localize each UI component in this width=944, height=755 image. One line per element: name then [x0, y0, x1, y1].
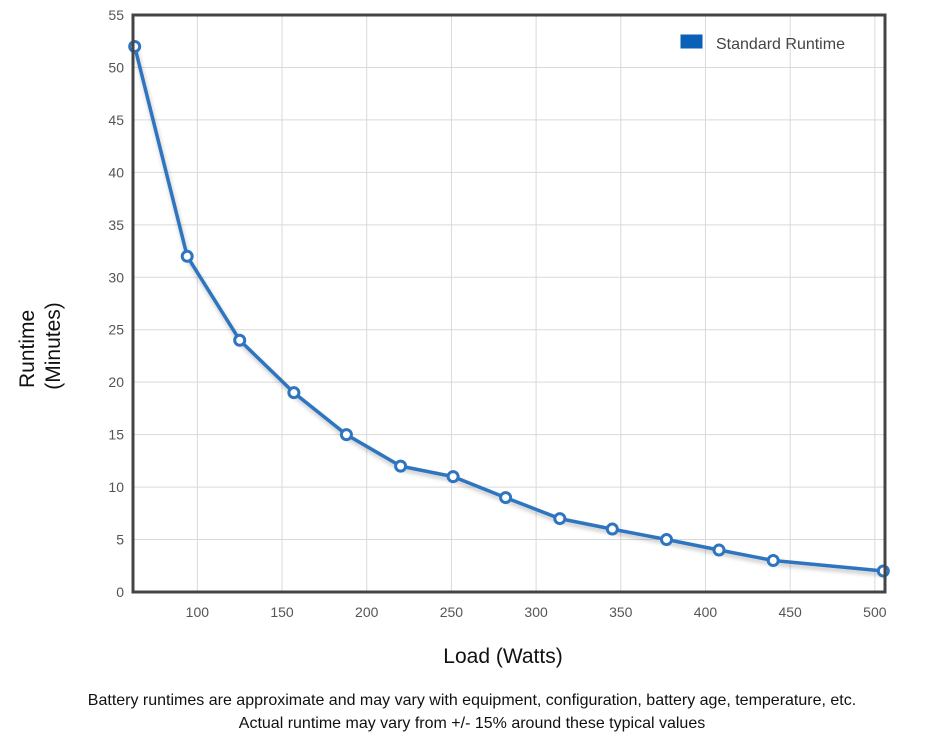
y-tick-label: 5	[116, 532, 124, 548]
x-tick-label: 450	[778, 604, 802, 620]
data-point[interactable]	[128, 39, 142, 53]
y-tick-label: 45	[108, 112, 124, 128]
grid	[133, 15, 885, 592]
plot-frame	[131, 13, 887, 594]
data-point[interactable]	[876, 564, 890, 578]
data-point[interactable]	[766, 554, 780, 568]
x-tick-label: 250	[440, 604, 464, 620]
y-axis-ticks: 0 5 10 15 20 25 30 35 40 45 50 55	[108, 7, 124, 600]
y-axis-title-line2: (Minutes)	[42, 302, 65, 390]
y-tick-label: 20	[108, 374, 124, 390]
legend-label: Standard Runtime	[716, 36, 845, 53]
data-point[interactable]	[339, 428, 353, 442]
y-tick-label: 0	[116, 584, 124, 600]
y-tick-label: 10	[108, 479, 124, 495]
x-tick-label: 400	[694, 604, 718, 620]
data-point[interactable]	[180, 249, 194, 263]
legend[interactable]: Standard Runtime	[679, 33, 845, 53]
data-point[interactable]	[553, 512, 567, 526]
x-axis-ticks: 100 150 200 250 300 350 400 450 500	[186, 604, 887, 620]
x-tick-label: 300	[524, 604, 548, 620]
y-axis-title: Runtime (Minutes)	[16, 302, 65, 390]
x-tick-label: 150	[270, 604, 294, 620]
footnote-variance: Actual runtime may vary from +/- 15% aro…	[238, 715, 706, 732]
data-point[interactable]	[446, 470, 460, 484]
legend-swatch	[679, 33, 704, 50]
y-tick-label: 40	[108, 164, 124, 180]
y-tick-label: 50	[108, 59, 124, 75]
y-tick-label: 55	[108, 7, 124, 23]
x-tick-label: 500	[863, 604, 887, 620]
data-point[interactable]	[660, 533, 674, 547]
series-line	[132, 44, 886, 573]
data-point[interactable]	[233, 333, 247, 347]
data-point[interactable]	[394, 459, 408, 473]
y-tick-label: 25	[108, 322, 124, 338]
data-point[interactable]	[605, 522, 619, 536]
x-tick-label: 200	[355, 604, 379, 620]
x-tick-label: 350	[609, 604, 633, 620]
data-point[interactable]	[712, 543, 726, 557]
data-point[interactable]	[499, 491, 513, 505]
y-tick-label: 35	[108, 217, 124, 233]
x-axis-title: Load (Watts)	[443, 645, 562, 668]
series-standard-runtime	[128, 39, 890, 578]
y-tick-label: 15	[108, 427, 124, 443]
y-tick-label: 30	[108, 269, 124, 285]
data-point[interactable]	[287, 386, 301, 400]
x-tick-label: 100	[186, 604, 210, 620]
footnote-approximate: Battery runtimes are approximate and may…	[87, 692, 857, 709]
y-axis-title-line1: Runtime	[16, 310, 39, 388]
